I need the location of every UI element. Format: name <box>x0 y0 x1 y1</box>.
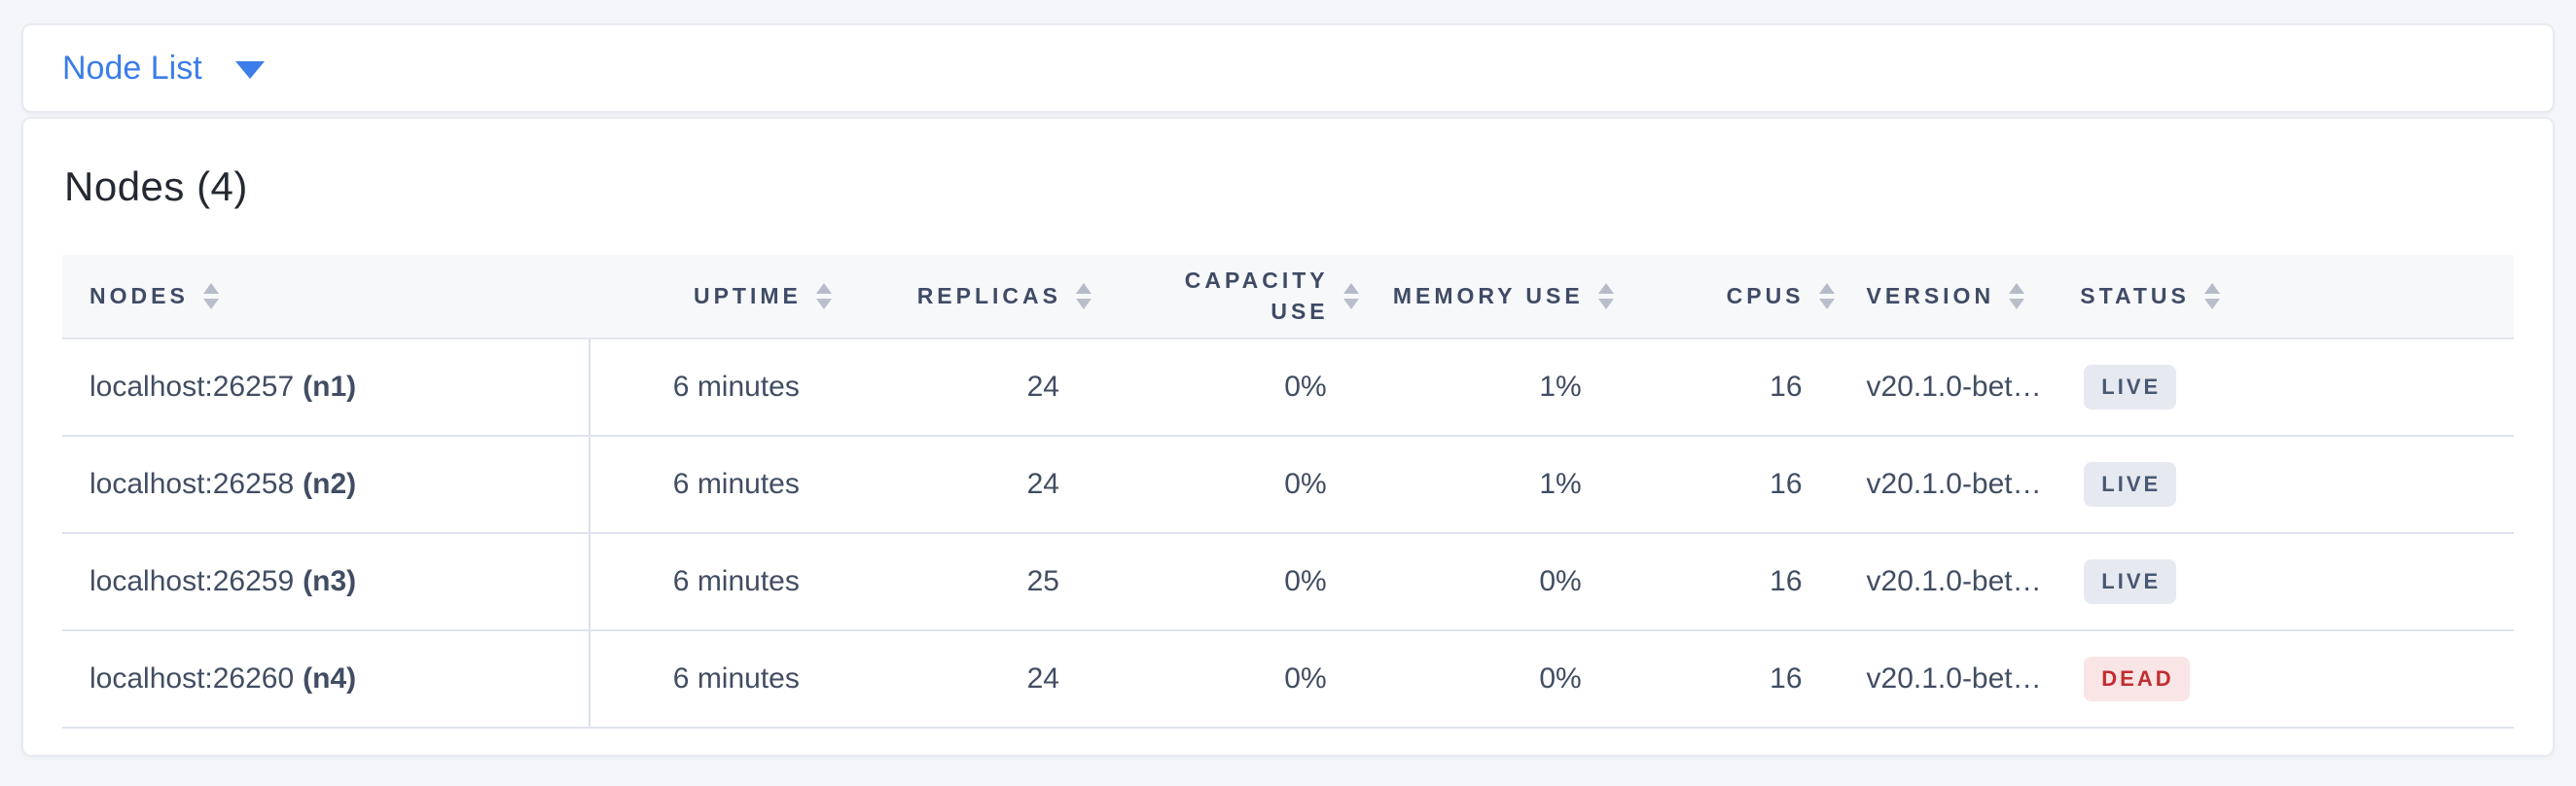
cell-cpus: 16 <box>1626 339 1847 437</box>
cell-cpus: 16 <box>1626 436 1847 534</box>
cell-memory-use: 0% <box>1371 630 1627 729</box>
cell-node-address: localhost:26258 (n2) <box>62 436 590 534</box>
nodes-table: NODES UPTIME REPLICAS <box>62 255 2514 729</box>
table-row-node-1[interactable]: localhost:26257 (n1) 6 minutes 24 0% 1% 1… <box>62 339 2514 437</box>
column-header-label: CAPACITY USE <box>1184 268 1329 324</box>
column-header-label: STATUS <box>2080 282 2190 308</box>
cell-uptime: 6 minutes <box>589 533 844 631</box>
cell-cpus: 16 <box>1626 630 1847 729</box>
cell-replicas: 24 <box>843 339 1104 437</box>
column-header-memory-use[interactable]: MEMORY USE <box>1371 255 1627 339</box>
cell-node-address: localhost:26260 (n4) <box>62 630 590 729</box>
sort-icon[interactable] <box>2203 282 2220 309</box>
column-header-nodes[interactable]: NODES <box>62 255 590 339</box>
cell-replicas: 25 <box>843 533 1104 631</box>
column-header-label: REPLICAS <box>916 282 1061 308</box>
sort-icon[interactable] <box>2009 282 2025 309</box>
cell-memory-use: 0% <box>1371 533 1627 631</box>
page-title: Nodes (4) <box>64 163 248 209</box>
node-address: localhost:26260 <box>89 662 295 695</box>
column-header-uptime[interactable]: UPTIME <box>589 255 844 339</box>
node-id: (n2) <box>303 468 357 500</box>
cell-uptime: 6 minutes <box>589 436 844 534</box>
node-id: (n1) <box>303 371 357 403</box>
status-badge: LIVE <box>2084 462 2177 507</box>
cell-node-address: localhost:26257 (n1) <box>62 339 590 437</box>
column-header-status[interactable]: STATUS <box>2062 255 2514 339</box>
cell-version: v20.1.0-bet… <box>1846 436 2063 534</box>
cell-capacity-use: 0% <box>1103 533 1372 631</box>
cell-capacity-use: 0% <box>1103 436 1372 534</box>
cell-version: v20.1.0-bet… <box>1846 339 2063 437</box>
column-header-label: MEMORY USE <box>1392 282 1584 308</box>
sort-icon[interactable] <box>202 282 219 309</box>
column-header-capacity-use[interactable]: CAPACITY USE <box>1103 255 1372 339</box>
column-header-label: VERSION <box>1866 282 1995 308</box>
node-id: (n3) <box>303 565 357 597</box>
cell-status: LIVE <box>2062 339 2514 437</box>
cell-capacity-use: 0% <box>1103 339 1372 437</box>
node-list-dropdown-label: Node List <box>62 49 202 87</box>
cell-uptime: 6 minutes <box>589 339 844 437</box>
column-header-label: UPTIME <box>693 282 802 308</box>
node-list-dropdown[interactable]: Node List <box>62 50 265 88</box>
table-header-row: NODES UPTIME REPLICAS <box>62 255 2514 339</box>
sort-icon[interactable] <box>815 282 832 309</box>
status-badge: DEAD <box>2084 657 2190 701</box>
cell-status: DEAD <box>2062 630 2514 729</box>
table-row-node-2[interactable]: localhost:26258 (n2) 6 minutes 24 0% 1% 1… <box>62 436 2514 534</box>
cell-status: LIVE <box>2062 533 2514 631</box>
cell-node-address: localhost:26259 (n3) <box>62 533 590 631</box>
view-selector-bar: Node List <box>21 23 2555 113</box>
table-row-node-4[interactable]: localhost:26260 (n4) 6 minutes 24 0% 0% 1… <box>62 630 2514 729</box>
cell-replicas: 24 <box>843 436 1104 534</box>
column-header-label: CPUS <box>1726 282 1805 308</box>
node-address: localhost:26257 <box>89 371 295 403</box>
node-address: localhost:26258 <box>89 468 295 500</box>
cell-replicas: 24 <box>843 630 1104 729</box>
sort-icon[interactable] <box>1075 282 1091 309</box>
sort-icon[interactable] <box>1818 282 1835 309</box>
cell-version: v20.1.0-bet… <box>1846 533 2063 631</box>
node-id: (n4) <box>303 662 357 695</box>
column-header-version[interactable]: VERSION <box>1846 255 2063 339</box>
column-header-label: NODES <box>89 282 189 308</box>
cell-memory-use: 1% <box>1371 436 1627 534</box>
column-header-replicas[interactable]: REPLICAS <box>843 255 1104 339</box>
column-header-cpus[interactable]: CPUS <box>1626 255 1847 339</box>
nodes-card: Nodes (4) NODES <box>21 117 2555 757</box>
cell-cpus: 16 <box>1626 533 1847 631</box>
cell-memory-use: 1% <box>1371 339 1627 437</box>
chevron-down-icon <box>234 61 265 79</box>
cell-capacity-use: 0% <box>1103 630 1372 729</box>
cell-version: v20.1.0-bet… <box>1846 630 2063 729</box>
status-badge: LIVE <box>2084 365 2177 410</box>
cell-status: LIVE <box>2062 436 2514 534</box>
status-badge: LIVE <box>2084 559 2177 604</box>
cell-uptime: 6 minutes <box>589 630 844 729</box>
sort-icon[interactable] <box>1597 282 1614 309</box>
table-row-node-3[interactable]: localhost:26259 (n3) 6 minutes 25 0% 0% 1… <box>62 533 2514 631</box>
node-address: localhost:26259 <box>89 565 295 597</box>
sort-icon[interactable] <box>1342 283 1359 309</box>
